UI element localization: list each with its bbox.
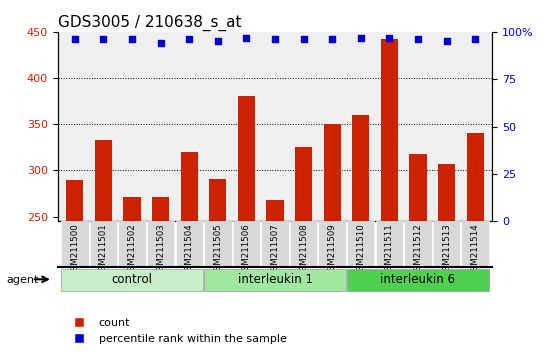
FancyBboxPatch shape [90, 221, 117, 267]
Text: GSM211503: GSM211503 [156, 224, 165, 276]
Text: GSM211504: GSM211504 [185, 224, 194, 276]
Bar [323, 124, 341, 221]
FancyBboxPatch shape [347, 221, 375, 267]
Point [271, 36, 279, 42]
FancyBboxPatch shape [61, 268, 203, 291]
Point [414, 36, 422, 42]
Text: GSM211505: GSM211505 [213, 224, 222, 276]
Point [242, 35, 251, 40]
Text: GSM211507: GSM211507 [271, 224, 279, 276]
FancyBboxPatch shape [376, 221, 403, 267]
Text: GSM211511: GSM211511 [385, 224, 394, 276]
Text: interleukin 1: interleukin 1 [238, 273, 312, 286]
Bar [152, 197, 169, 221]
Bar [352, 115, 370, 221]
Bar [209, 179, 227, 221]
FancyBboxPatch shape [433, 221, 460, 267]
Bar [295, 147, 312, 221]
Text: GSM211508: GSM211508 [299, 224, 308, 276]
Point [185, 36, 194, 42]
FancyBboxPatch shape [233, 221, 260, 267]
FancyBboxPatch shape [404, 221, 432, 267]
Bar [238, 96, 255, 221]
Bar [438, 164, 455, 221]
Bar [381, 39, 398, 221]
Point [471, 36, 480, 42]
Text: GSM211514: GSM211514 [471, 224, 480, 276]
Text: GSM211513: GSM211513 [442, 224, 451, 276]
Text: agent: agent [7, 275, 39, 285]
Point [213, 39, 222, 44]
Text: GSM211510: GSM211510 [356, 224, 365, 276]
FancyBboxPatch shape [347, 268, 489, 291]
FancyBboxPatch shape [204, 221, 232, 267]
FancyBboxPatch shape [318, 221, 346, 267]
Text: GSM211500: GSM211500 [70, 224, 79, 276]
Point [70, 36, 79, 42]
FancyBboxPatch shape [204, 268, 346, 291]
Point [99, 36, 108, 42]
Point [442, 39, 451, 44]
FancyBboxPatch shape [147, 221, 174, 267]
FancyBboxPatch shape [175, 221, 203, 267]
Bar [95, 140, 112, 221]
Point [385, 35, 394, 40]
FancyBboxPatch shape [290, 221, 317, 267]
Bar [124, 197, 141, 221]
Bar [409, 154, 426, 221]
FancyBboxPatch shape [461, 221, 489, 267]
Bar [67, 180, 84, 221]
Point [299, 36, 308, 42]
Text: GDS3005 / 210638_s_at: GDS3005 / 210638_s_at [58, 14, 241, 30]
Bar [466, 133, 483, 221]
Text: GSM211506: GSM211506 [242, 224, 251, 276]
Text: control: control [112, 273, 152, 286]
Point [328, 36, 337, 42]
Legend: count, percentile rank within the sample: count, percentile rank within the sample [63, 314, 291, 348]
Point [156, 40, 165, 46]
FancyBboxPatch shape [118, 221, 146, 267]
Text: interleukin 6: interleukin 6 [381, 273, 455, 286]
Text: GSM211501: GSM211501 [99, 224, 108, 276]
FancyBboxPatch shape [61, 221, 89, 267]
Text: GSM211512: GSM211512 [414, 224, 422, 276]
Bar [180, 152, 198, 221]
FancyBboxPatch shape [261, 221, 289, 267]
Bar [266, 200, 284, 221]
Text: GSM211502: GSM211502 [128, 224, 136, 276]
Point [128, 36, 136, 42]
Point [356, 35, 365, 40]
Text: GSM211509: GSM211509 [328, 224, 337, 276]
